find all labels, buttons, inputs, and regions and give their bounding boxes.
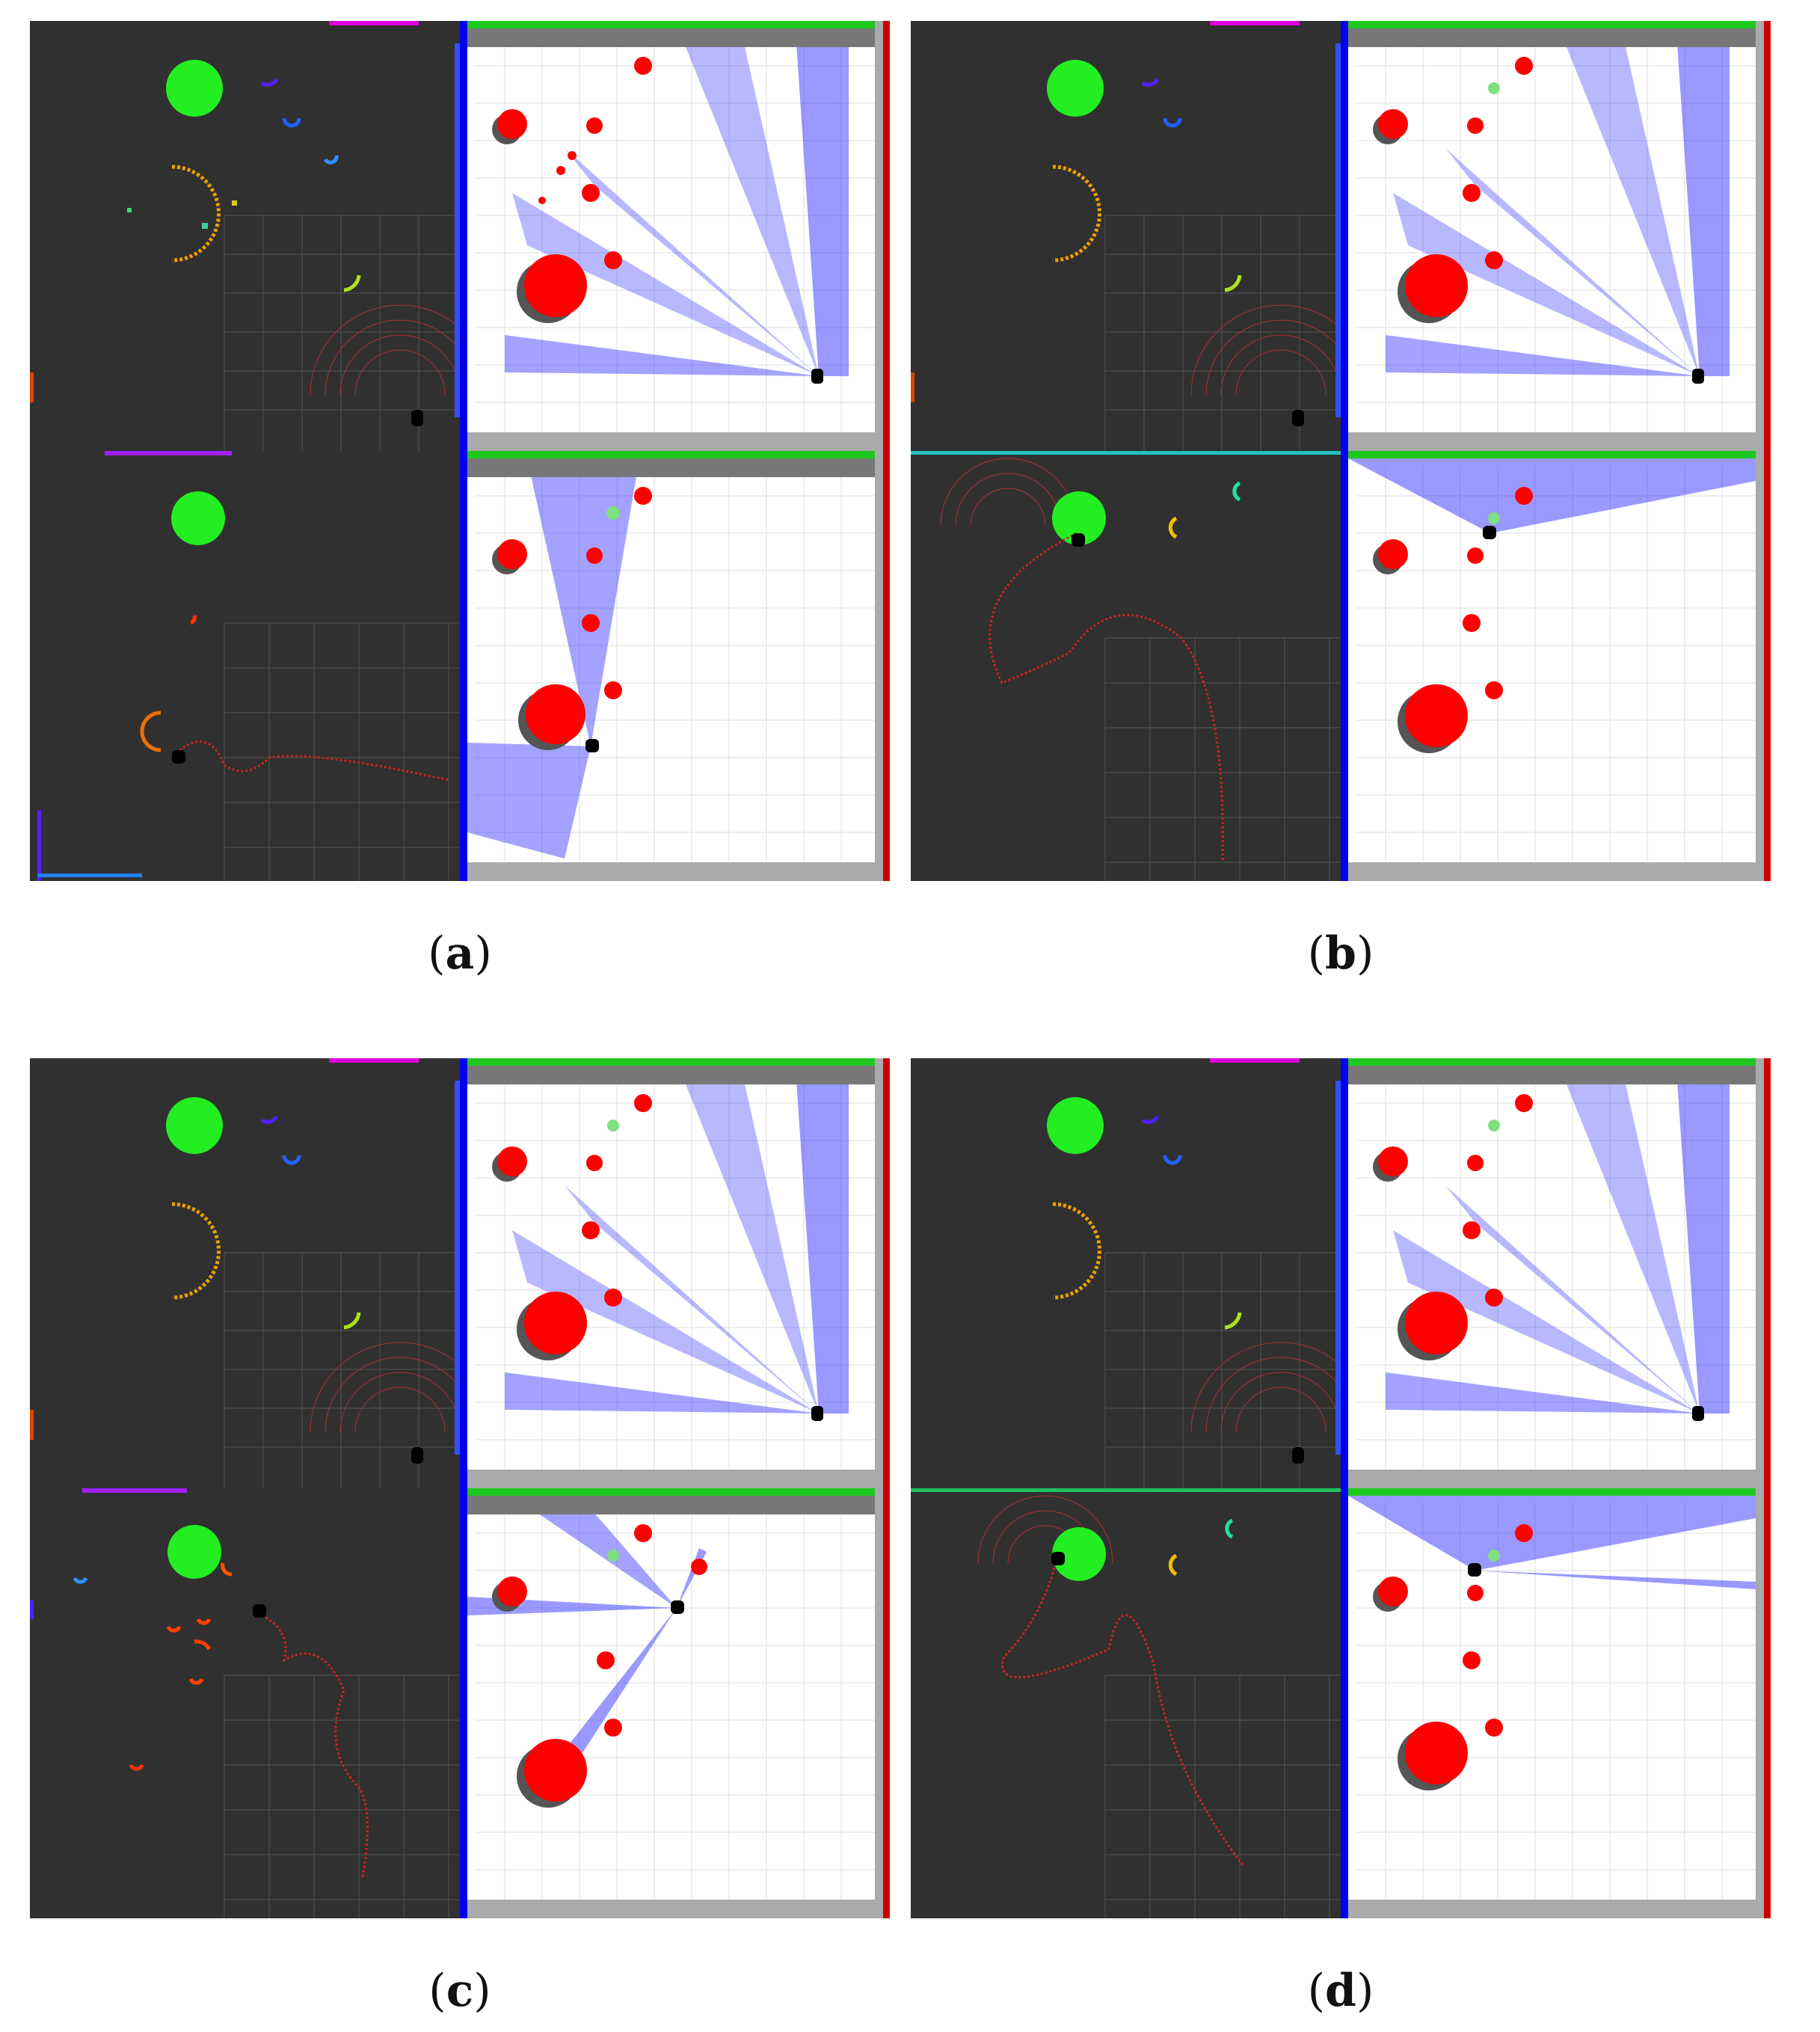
obstacle-icon [492, 487, 652, 750]
rviz-panel-start [911, 1058, 1341, 1488]
rviz-view [30, 1488, 460, 1918]
robot-icon [1468, 1563, 1481, 1577]
wall-top [1341, 1488, 1771, 1496]
wall-top [1341, 451, 1771, 458]
wall-left [1341, 451, 1348, 881]
goal-marker [167, 1525, 221, 1579]
gazebo-view [460, 1488, 890, 1918]
wall-right [1764, 21, 1771, 451]
gazebo-panel-start [460, 21, 890, 451]
goal-marker [1052, 491, 1106, 545]
wall-right [1764, 1488, 1771, 1918]
rviz-panel-result [30, 1488, 460, 1918]
wall-right [1764, 451, 1771, 881]
gazebo-panel-result [1341, 1488, 1771, 1918]
robot-icon [1292, 1447, 1304, 1464]
obstacle-icon [492, 1524, 707, 1808]
rviz-view [911, 1488, 1341, 1918]
wall-top [460, 1488, 890, 1496]
wall-left [460, 1058, 467, 1488]
rviz-panel-start [30, 21, 460, 451]
goal-marker [1047, 60, 1104, 117]
wall-right [883, 451, 890, 881]
rviz-view [911, 451, 1341, 881]
wall-top [460, 1058, 890, 1066]
rviz-panel-result [30, 451, 460, 881]
robot-icon [811, 1406, 823, 1421]
wall-top [1341, 21, 1771, 28]
caption-d: (d) [1307, 1965, 1374, 2017]
rviz-view [1047, 1058, 1341, 1488]
wall-left [460, 451, 467, 881]
caption-b: (b) [1307, 927, 1374, 980]
wall-right [1764, 1058, 1771, 1488]
caption-c: (c) [428, 1965, 491, 2017]
rviz-view [911, 21, 1341, 451]
gazebo-view [460, 21, 890, 451]
wall-left [1341, 1488, 1348, 1918]
gazebo-view [1341, 21, 1771, 451]
wall-top [460, 451, 890, 458]
gazebo-view [1341, 451, 1771, 881]
obstacle-icon [492, 57, 652, 323]
rviz-view [30, 21, 460, 451]
wall-right [883, 1058, 890, 1488]
subfigure-a [30, 21, 890, 881]
gazebo-view [1341, 1058, 1771, 1488]
robot-icon [1292, 410, 1304, 426]
obstacle-icon [492, 1094, 652, 1360]
robot-icon [671, 1600, 684, 1614]
wall-right [883, 21, 890, 451]
subfigure-c [30, 1058, 890, 1918]
rviz-panel-result [911, 1488, 1341, 1918]
robot-icon [1072, 533, 1085, 547]
robot-icon [1692, 1406, 1704, 1421]
gazebo-panel-start [460, 1058, 890, 1488]
gazebo-view [1341, 1488, 1771, 1918]
rviz-view [30, 1058, 460, 1488]
robot-icon [1483, 526, 1496, 539]
robot-icon [1051, 1552, 1065, 1565]
subfigure-b [911, 21, 1771, 881]
caption-a: (a) [428, 927, 492, 980]
rviz-panel-result [911, 451, 1341, 881]
robot-icon [172, 750, 185, 764]
wall-left [460, 1488, 467, 1918]
goal-marker [1047, 1097, 1104, 1154]
wall-top [460, 21, 890, 28]
gazebo-panel-start [1341, 21, 1771, 451]
wall-left [1341, 21, 1348, 451]
wall-top [1341, 1058, 1771, 1066]
goal-marker [166, 60, 223, 117]
goal-marker [1052, 1527, 1106, 1581]
gazebo-panel-result [460, 1488, 890, 1918]
gazebo-panel-result [460, 451, 890, 881]
gazebo-view [460, 1058, 890, 1488]
wall-right [883, 1488, 890, 1918]
rviz-view [37, 451, 460, 881]
rviz-panel-start [30, 1058, 460, 1488]
robot-icon [411, 1447, 423, 1464]
obstacle-icon [1373, 487, 1533, 753]
robot-icon [411, 410, 423, 426]
wall-left [1341, 1058, 1348, 1488]
rviz-panel-start [911, 21, 1341, 451]
obstacle-icon [1373, 57, 1533, 323]
goal-marker [166, 1097, 223, 1154]
robot-icon [811, 369, 823, 384]
robot-icon [1692, 369, 1704, 384]
gazebo-panel-start [1341, 1058, 1771, 1488]
robot-icon [253, 1604, 266, 1618]
gazebo-panel-result [1341, 451, 1771, 881]
goal-marker [171, 491, 225, 545]
subfigure-d [911, 1058, 1771, 1918]
wall-left [460, 21, 467, 451]
obstacle-icon [1373, 1094, 1533, 1360]
gazebo-view [460, 451, 890, 881]
obstacle-icon [1373, 1524, 1533, 1790]
robot-icon [585, 739, 599, 752]
